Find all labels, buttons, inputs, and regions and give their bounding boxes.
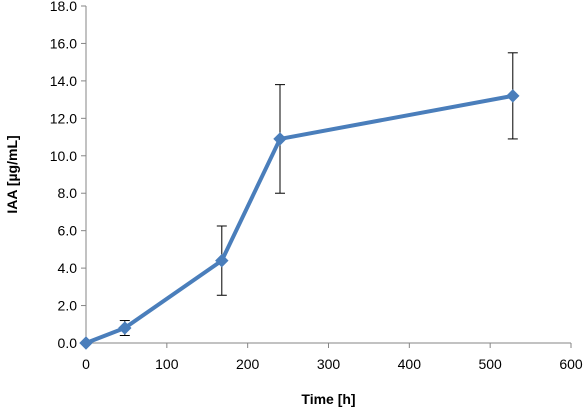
x-tick-label: 100 <box>155 356 179 372</box>
axes <box>81 5 572 348</box>
y-tick-label: 14.0 <box>50 73 77 89</box>
y-tick-label: 4.0 <box>58 260 78 276</box>
series <box>79 52 520 350</box>
x-tick-label: 200 <box>236 356 260 372</box>
y-tick-label: 12.0 <box>50 110 77 126</box>
data-point <box>273 132 287 146</box>
x-tick-label: 300 <box>317 356 341 372</box>
y-tick-label: 8.0 <box>58 185 78 201</box>
x-tick-label: 600 <box>559 356 583 372</box>
x-tick-label: 500 <box>478 356 502 372</box>
data-point <box>79 336 93 350</box>
y-tick-label: 0.0 <box>58 335 78 351</box>
data-point <box>215 253 229 268</box>
y-tick-label: 10.0 <box>50 148 77 164</box>
y-tick-label: 16.0 <box>50 35 77 51</box>
data-point <box>506 89 520 103</box>
data-point <box>118 321 132 335</box>
x-tick-label: 0 <box>82 356 90 372</box>
tick-labels: 0.0 2.0 4.0 6.0 8.0 10.0 12.0 14.0 16.0 18.0 0 100 2… <box>50 0 583 372</box>
y-tick-label: 2.0 <box>58 298 78 314</box>
x-tick-label: 400 <box>398 356 422 372</box>
series-line <box>85 93 514 345</box>
x-axis-title: Time [h] <box>301 391 355 407</box>
y-tick-label: 18.0 <box>50 0 77 14</box>
y-axis-title: IAA [µg/mL] <box>4 135 20 213</box>
y-tick-label: 6.0 <box>58 223 78 239</box>
